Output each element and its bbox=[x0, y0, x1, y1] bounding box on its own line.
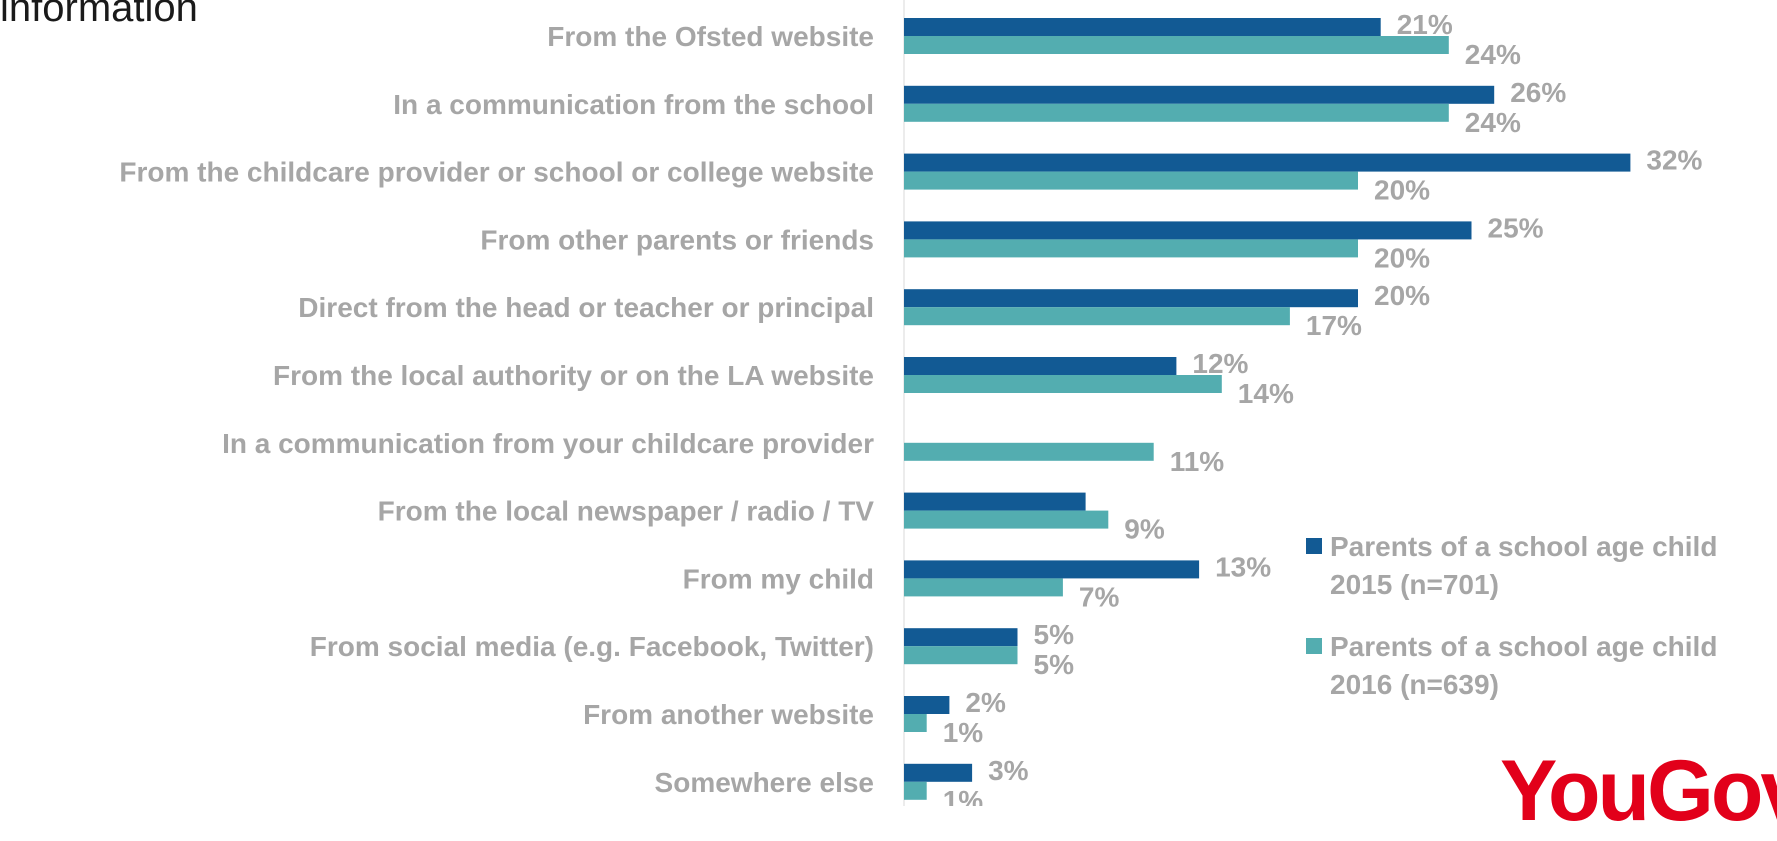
data-label-2016: 9% bbox=[1124, 514, 1165, 545]
data-label-2015: 3% bbox=[988, 755, 1029, 786]
category-label: From my child bbox=[683, 563, 874, 594]
data-label-2015: 20% bbox=[1374, 280, 1430, 311]
category-label: From another website bbox=[583, 699, 874, 730]
data-label-2016: 24% bbox=[1465, 107, 1521, 138]
yougov-logo: YouGov bbox=[1500, 743, 1777, 839]
bar-2016 bbox=[904, 375, 1222, 393]
category-label: From social media (e.g. Facebook, Twitte… bbox=[310, 631, 874, 662]
legend-item-2015: Parents of a school age child 2015 (n=70… bbox=[1306, 528, 1776, 604]
bar-2015 bbox=[904, 560, 1200, 579]
data-label-2015: 26% bbox=[1510, 77, 1566, 108]
bar-2016 bbox=[904, 171, 1358, 190]
bar-2016 bbox=[904, 36, 1449, 54]
category-label: From the Ofsted website bbox=[547, 21, 874, 52]
category-label: In a communication from your childcare p… bbox=[222, 428, 874, 459]
bar-2015 bbox=[904, 628, 1018, 647]
legend: Parents of a school age child 2015 (n=70… bbox=[1306, 528, 1776, 728]
data-label-2015: 32% bbox=[1646, 145, 1702, 176]
data-label-2016: 20% bbox=[1374, 242, 1430, 273]
bar-chart: From the Ofsted website 21% 24% In a commun… bbox=[119, 0, 1703, 806]
data-label-2016: 20% bbox=[1374, 175, 1430, 206]
category-label: In a communication from the school bbox=[393, 89, 874, 120]
bar-2016 bbox=[904, 714, 927, 732]
bar-2015 bbox=[904, 85, 1495, 104]
category-label: From the local authority or on the LA we… bbox=[273, 360, 874, 391]
bar-2016 bbox=[904, 510, 1109, 529]
bar-2016 bbox=[904, 239, 1358, 258]
bar-2016 bbox=[904, 646, 1018, 665]
legend-swatch-2015 bbox=[1306, 538, 1322, 554]
bar-2016 bbox=[904, 103, 1449, 122]
bar-2015 bbox=[904, 153, 1631, 172]
data-label-2015: 5% bbox=[1034, 619, 1075, 650]
bar-2016 bbox=[904, 442, 1154, 461]
category-label: Direct from the head or teacher or princ… bbox=[298, 292, 874, 323]
legend-item-2016: Parents of a school age child 2016 (n=63… bbox=[1306, 628, 1776, 704]
bar-2015 bbox=[904, 357, 1177, 375]
bar-2016 bbox=[904, 307, 1290, 326]
bar-2016 bbox=[904, 578, 1063, 597]
data-label-2016: 7% bbox=[1079, 581, 1120, 612]
data-label-2015: 25% bbox=[1488, 212, 1544, 243]
legend-swatch-2016 bbox=[1306, 638, 1322, 654]
data-label-2015: 12% bbox=[1192, 348, 1248, 379]
data-label-2016: 11% bbox=[1170, 446, 1225, 477]
data-label-2015: 21% bbox=[1397, 9, 1453, 40]
category-label: From the childcare provider or school or… bbox=[119, 157, 874, 188]
data-label-2016: 14% bbox=[1238, 378, 1294, 409]
bar-2015 bbox=[904, 289, 1358, 308]
data-label-2016: 1% bbox=[943, 785, 984, 806]
legend-label-2016: Parents of a school age child 2016 (n=63… bbox=[1330, 631, 1718, 700]
category-label: From the local newspaper / radio / TV bbox=[378, 496, 875, 527]
bar-2015 bbox=[904, 221, 1472, 240]
legend-label-2015: Parents of a school age child 2015 (n=70… bbox=[1330, 531, 1718, 600]
bar-2015 bbox=[904, 763, 973, 782]
bar-2015 bbox=[904, 18, 1381, 36]
data-label-2015: 2% bbox=[965, 687, 1006, 718]
bar-2015 bbox=[904, 492, 1086, 511]
category-label: From other parents or friends bbox=[480, 224, 874, 255]
data-label-2016: 5% bbox=[1034, 649, 1075, 680]
data-label-2015: 13% bbox=[1215, 551, 1271, 582]
bar-2015 bbox=[904, 696, 950, 714]
data-label-2016: 17% bbox=[1306, 310, 1362, 341]
chart-title: information bbox=[0, 0, 198, 30]
data-label-2016: 24% bbox=[1465, 39, 1521, 70]
category-label: Somewhere else bbox=[655, 767, 874, 798]
bar-2016 bbox=[904, 781, 927, 800]
data-label-2016: 1% bbox=[943, 717, 984, 748]
